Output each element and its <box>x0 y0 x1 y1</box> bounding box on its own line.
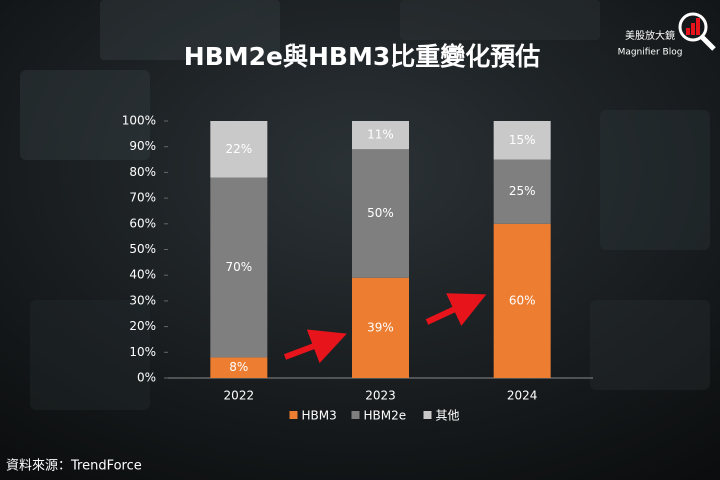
source-note: 資料來源：TrendForce <box>6 459 142 474</box>
y-tick-label: 40% <box>129 268 156 282</box>
value-label: 60% <box>509 293 536 307</box>
y-tick-label: 60% <box>129 216 156 230</box>
legend-label: HBM3 <box>302 409 337 423</box>
y-tick-label: 90% <box>129 139 156 153</box>
brand-subtitle: Magnifier Blog <box>618 48 683 58</box>
y-tick-label: 20% <box>129 319 156 333</box>
legend-swatch <box>289 411 298 419</box>
y-tick-label: 0% <box>137 371 156 385</box>
y-tick-label: 100% <box>122 114 156 128</box>
legend-label: 其他 <box>436 409 460 423</box>
bar-segment <box>210 121 268 178</box>
background-decor <box>20 0 710 410</box>
value-label: 15% <box>509 133 536 147</box>
y-tick-label: 80% <box>129 165 156 179</box>
bar-segment <box>210 177 268 358</box>
trend-arrow <box>283 329 347 364</box>
brand-name: 美股放大鏡 <box>625 29 675 42</box>
bar-segment <box>493 159 551 224</box>
legend-swatch <box>423 411 432 419</box>
y-tick-label: 50% <box>129 242 156 256</box>
value-label: 50% <box>367 206 394 220</box>
bar-segment <box>352 149 409 278</box>
y-tick-label: 10% <box>129 345 156 359</box>
x-tick-label: 2024 <box>507 389 538 403</box>
value-label: 11% <box>367 128 394 142</box>
y-tick-label: 70% <box>129 191 156 205</box>
chart-title: HBM2e與HBM3比重變化預估 <box>184 42 540 71</box>
y-tick-label: 30% <box>129 293 156 307</box>
bar-segment <box>493 223 551 378</box>
bar-segment <box>352 121 409 150</box>
value-label: 25% <box>509 184 536 198</box>
x-tick-label: 2023 <box>365 389 396 403</box>
bar-segment <box>352 277 409 378</box>
value-label: 8% <box>229 360 248 374</box>
value-label: 39% <box>367 320 394 334</box>
legend-swatch <box>351 411 360 419</box>
trend-arrow <box>425 293 487 326</box>
legend-label: HBM2e <box>364 409 407 423</box>
bar-segment <box>210 357 268 378</box>
value-label: 70% <box>225 260 252 274</box>
bar-segment <box>493 121 551 160</box>
value-label: 22% <box>225 142 252 156</box>
brand-logo: 美股放大鏡 Magnifier Blog <box>618 12 716 58</box>
x-tick-label: 2022 <box>224 389 255 403</box>
